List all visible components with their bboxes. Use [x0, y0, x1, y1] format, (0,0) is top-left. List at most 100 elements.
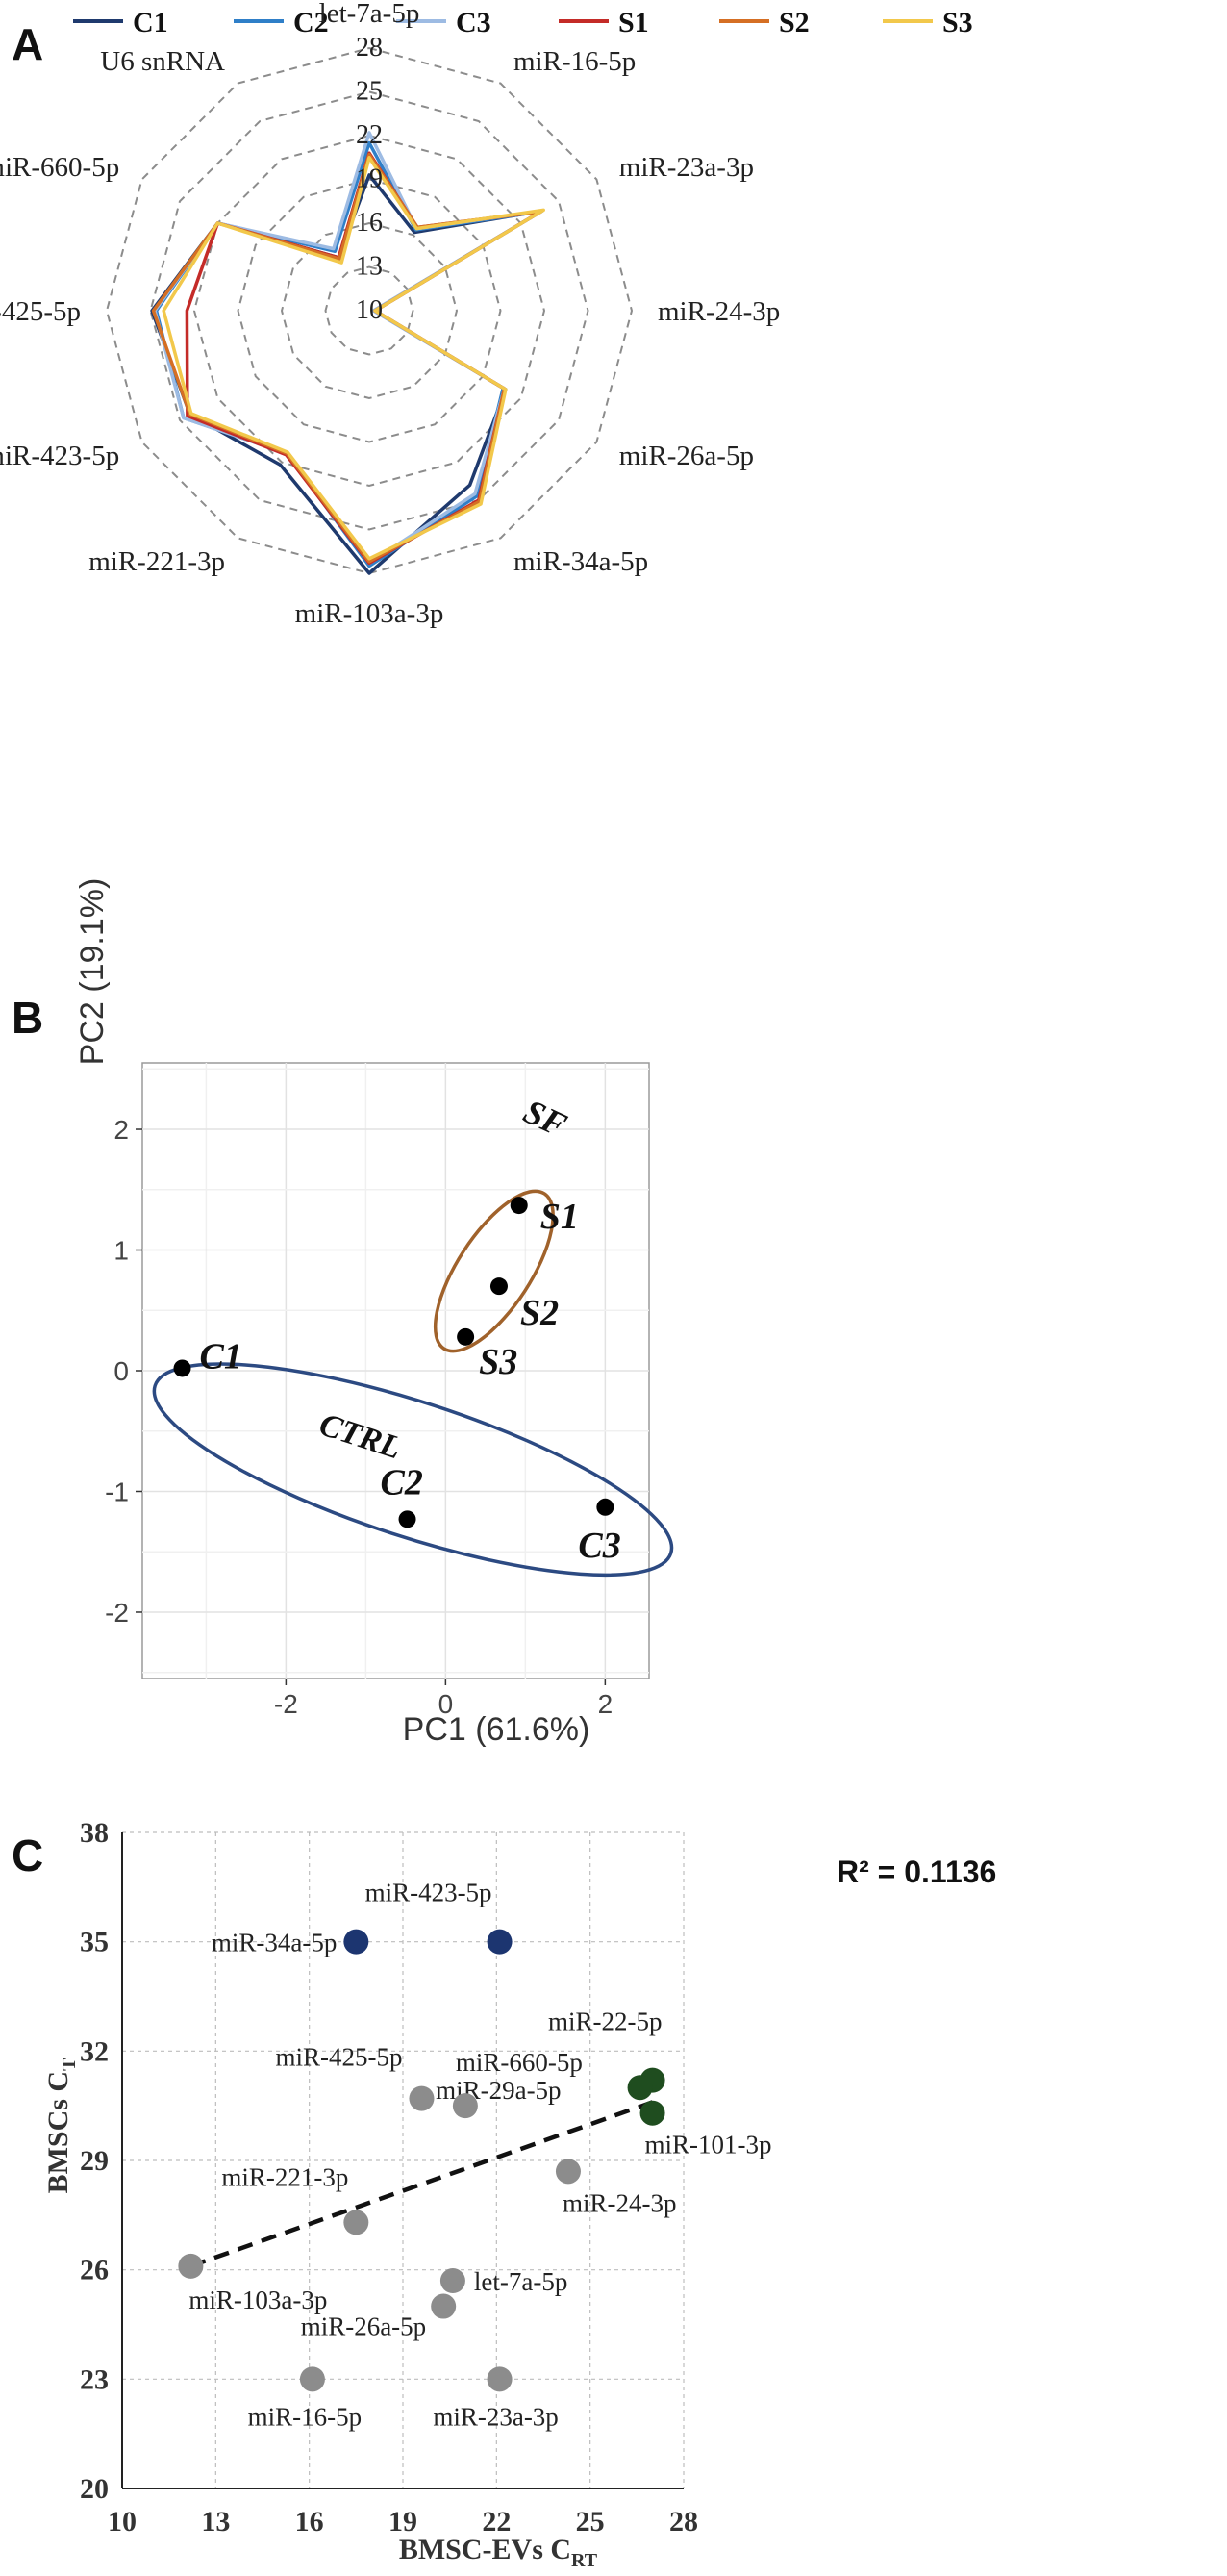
radar-axis-label-mir-660-5p: miR-660-5p [0, 152, 119, 183]
ct-x-tick-label: 10 [108, 2506, 137, 2538]
radar-axis-label-mir-423-5p: miR-423-5p [0, 441, 119, 471]
pca-point-label-c3: C3 [578, 1526, 620, 1566]
radar-ring-13 [324, 265, 414, 356]
ct-x-axis-label: BMSC-EVs CRT [399, 2534, 598, 2571]
pca-y-tick-label: 1 [113, 1236, 129, 1266]
pca-y-tick-label: -2 [105, 1598, 129, 1628]
ct-point-mir-26a-5p [431, 2293, 457, 2319]
ct-point-label-mir-22-5p: miR-22-5p [548, 2008, 663, 2036]
radar-tick-28: 28 [356, 33, 383, 63]
panel-b-letter: B [12, 993, 43, 1043]
ct-axes: 10 13 16 19 22 25 28 20 23 26 29 32 35 38 [80, 1817, 698, 2538]
ct-x-tick-label: 13 [201, 2506, 230, 2538]
legend-label-s2: S2 [779, 7, 810, 38]
ct-y-axis-label-main: BMSCs C [42, 2071, 74, 2194]
radar-axis-label-u6-snrna: U6 snRNA [100, 46, 225, 77]
r-squared-annotation: R² = 0.1136 [837, 1855, 996, 1889]
legend-label-s1: S1 [618, 7, 649, 38]
ct-y-tick-label: 38 [80, 1817, 109, 1849]
pca-axes: -2 0 2 2 1 0 -1 -2 [105, 1115, 613, 1719]
radar-series-c2 [154, 140, 543, 568]
ct-point-label-mir-425-5p: miR-425-5p [275, 2043, 402, 2072]
radar-axis-labels: let-7a-5p miR-16-5p miR-23a-3p miR-24-3p miR… [0, 0, 780, 629]
legend-label-c2: C2 [293, 7, 329, 38]
ct-point-label-mir-23a-3p: miR-23a-3p [433, 2402, 558, 2431]
pca-x-axis-label: PC1 (61.6%) [403, 1711, 590, 1748]
ct-point-mir-23a-3p [487, 2366, 513, 2392]
pca-point-c2 [398, 1510, 416, 1528]
radar-chart: C1 C2 C3 S1 S2 S3 let-7a-5p miR-16-5p miR-23a-3… [0, 0, 973, 629]
ct-point-mir-16-5p [299, 2366, 325, 2392]
radar-tick-labels: 10 13 16 19 22 25 28 [356, 33, 383, 325]
ct-point-label-mir-34a-5p: miR-34a-5p [212, 1929, 337, 1957]
pca-point-s3 [457, 1327, 475, 1346]
panel-a-letter: A [12, 19, 43, 69]
radar-tick-16: 16 [356, 208, 383, 238]
ct-y-tick-label: 35 [80, 1927, 109, 1958]
ct-y-tick-label: 23 [80, 2363, 109, 2395]
radar-axis-label-mir-103a-3p: miR-103a-3p [295, 598, 444, 629]
ct-point-label-mir-26a-5p: miR-26a-5p [301, 2312, 426, 2341]
radar-axis-label-mir-24-3p: miR-24-3p [658, 296, 780, 327]
pca-point-label-s2: S2 [520, 1293, 559, 1333]
pca-point-label-c2: C2 [381, 1462, 423, 1503]
ct-point-mir-103a-3p [178, 2253, 204, 2279]
pca-point-s2 [489, 1277, 508, 1296]
pca-point-c3 [596, 1498, 614, 1516]
radar-tick-22: 22 [356, 120, 383, 150]
legend-label-c3: C3 [456, 7, 491, 38]
ct-trendline [189, 2100, 654, 2268]
pca-point-s1 [510, 1197, 528, 1215]
ct-x-tick-label: 22 [482, 2506, 511, 2538]
radar-series-c3 [153, 131, 544, 566]
radar-tick-10: 10 [356, 295, 383, 325]
ellipse-sf [433, 1189, 555, 1353]
pca-grid [142, 1063, 649, 1679]
pca-x-tick-label: -2 [274, 1689, 298, 1719]
pca-point-label-s3: S3 [479, 1342, 517, 1382]
ct-y-tick-label: 32 [80, 2035, 109, 2067]
pca-y-axis-label: PC2 (19.1%) [74, 878, 111, 1066]
radar-ring-25 [149, 90, 589, 531]
radar-axis-label-let-7a-5p: let-7a-5p [319, 0, 420, 29]
pca-y-tick-label: 0 [113, 1356, 129, 1386]
radar-ring-16 [280, 221, 459, 400]
radar-tick-13: 13 [356, 252, 383, 282]
radar-axis-label-mir-26a-5p: miR-26a-5p [619, 441, 754, 471]
radar-series-s3 [162, 156, 546, 561]
pca-x-tick-label: 0 [438, 1689, 454, 1719]
ct-point-let-7a-5p [439, 2268, 465, 2294]
ct-point-mir-423-5p [487, 1929, 513, 1955]
ct-x-tick-label: 16 [295, 2506, 324, 2538]
ct-point-label-mir-101-3p: miR-101-3p [645, 2131, 772, 2159]
ct-x-tick-label: 28 [669, 2506, 698, 2538]
ct-point-mir-34a-5p [343, 1929, 369, 1955]
ct-grid [122, 1831, 685, 2488]
pca-y-tick-label: 2 [113, 1115, 129, 1145]
ct-point-mir-24-3p [555, 2159, 581, 2185]
ct-point-label-let-7a-5p: let-7a-5p [474, 2267, 567, 2296]
ct-x-axis-label-main: BMSC-EVs C [399, 2534, 571, 2565]
panel-c-letter: C [12, 1831, 43, 1881]
radar-axis-label-mir-221-3p: miR-221-3p [88, 546, 225, 577]
pca-x-tick-label: 2 [598, 1689, 614, 1719]
radar-legend: C1 C2 C3 S1 S2 S3 [73, 7, 973, 38]
ct-trendline-line [189, 2100, 654, 2268]
legend-label-c1: C1 [133, 7, 168, 38]
ct-point-mir-29a-5p [627, 2075, 653, 2101]
ct-point-mir-660-5p [452, 2093, 478, 2119]
ellipse-ctrl [152, 1362, 674, 1578]
radar-tick-25: 25 [356, 77, 383, 107]
pca-point-label-s1: S1 [540, 1197, 579, 1237]
radar-series [150, 131, 546, 575]
ct-point-label-mir-103a-3p: miR-103a-3p [188, 2286, 327, 2314]
legend-label-s3: S3 [942, 7, 973, 38]
radar-axis-label-mir-34a-5p: miR-34a-5p [513, 546, 648, 577]
pca-point-label-c1: C1 [199, 1336, 241, 1376]
radar-axis-label-mir-16-5p: miR-16-5p [513, 46, 636, 77]
ct-x-tick-label: 19 [388, 2506, 417, 2538]
ct-x-tick-label: 25 [576, 2506, 605, 2538]
radar-axis-label-mir-23a-3p: miR-23a-3p [619, 152, 754, 183]
